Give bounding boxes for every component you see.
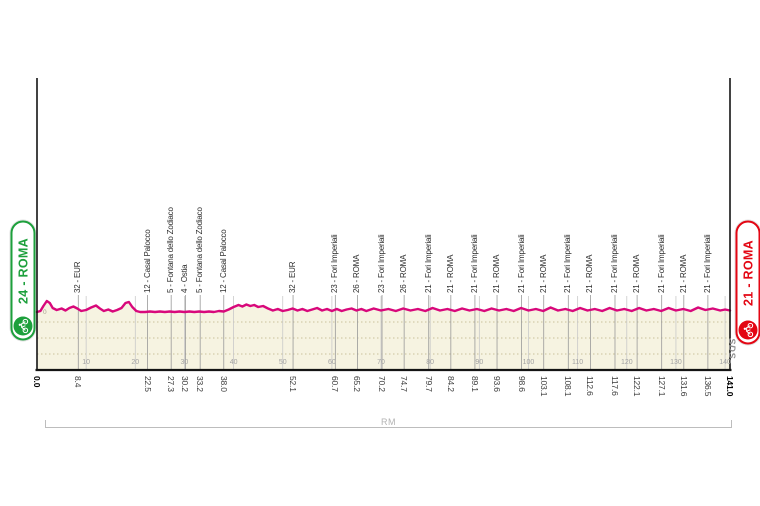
distance-label: 122.1 [632, 376, 643, 397]
waypoint-label: 4 - Ostia [180, 264, 190, 293]
waypoint-label: 21 - ROMA [538, 254, 548, 293]
distance-label: 30.2 [180, 376, 191, 392]
profile-fill [37, 301, 730, 370]
waypoint-label: 5 - Fontana dello Zodiaco [195, 207, 205, 293]
km-grid-number: 90 [475, 359, 484, 366]
waypoint-label: 21 - Fori Imperiali [423, 234, 433, 293]
distance-label: 8.4 [73, 376, 84, 388]
distance-label: 60.7 [330, 376, 341, 392]
waypoint-label: 26 - ROMA [399, 254, 409, 293]
waypoint-label: 21 - Fori Imperiali [609, 234, 619, 293]
waypoint-label: 21 - Fori Imperiali [469, 234, 479, 293]
distance-label: 27.3 [166, 376, 177, 392]
profile-line [35, 299, 732, 314]
distance-label: 33.2 [195, 376, 206, 392]
distance-label: 108.1 [563, 376, 574, 397]
km-grid-number: 130 [670, 359, 682, 366]
distance-label: 103.1 [538, 376, 549, 397]
waypoint-label: 23 - Fori Imperiali [330, 234, 340, 293]
km-grid-number: 120 [620, 359, 633, 366]
waypoint-label: 21 - ROMA [678, 254, 688, 293]
km-grid-number: 50 [278, 359, 287, 366]
distance-label: 84.2 [445, 376, 456, 392]
cyclist-icon [13, 316, 33, 336]
waypoint-label: 21 - Fori Imperiali [563, 234, 573, 293]
distance-label: 112.6 [585, 376, 596, 396]
km-grid-number: 100 [522, 359, 535, 366]
distance-label: 79.7 [423, 376, 434, 392]
distance-label: 89.1 [469, 376, 480, 392]
start-badge-label: 24 - ROMA [16, 238, 30, 304]
waypoint-label: 32 - EUR [288, 261, 298, 293]
start-badge: 24 - ROMA [10, 220, 36, 341]
waypoint-label: 21 - Fori Imperiali [516, 234, 526, 293]
distance-label: 52.1 [288, 376, 299, 392]
km-grid-number: 10 [82, 359, 91, 366]
distance-label: 22.5 [142, 376, 153, 392]
cyclist-icon [738, 320, 758, 340]
province-bracket: RM [45, 417, 732, 428]
finish-badge-label: 21 - ROMA [741, 240, 755, 306]
waypoint-label: 21 - Fori Imperiali [656, 234, 666, 293]
distance-label: 38.0 [218, 376, 229, 392]
distance-label: 141.0 [725, 376, 735, 397]
waypoint-label: 21 - ROMA [445, 254, 455, 293]
waypoint-label: 21 - ROMA [492, 254, 502, 293]
sds-logo: SDS [726, 338, 737, 360]
distance-label: 136.5 [702, 376, 713, 397]
km-grid-number: 60 [327, 359, 336, 366]
finish-badge: 21 - ROMA [735, 220, 760, 345]
distance-label: 98.6 [516, 376, 527, 392]
km-grid-number: 80 [426, 359, 435, 366]
km-grid-number: 30 [180, 359, 189, 366]
distance-label: 117.6 [609, 376, 620, 396]
waypoint-label: 12 - Casal Palocco [218, 229, 228, 293]
waypoint-label: 5 - Fontana dello Zodiaco [166, 207, 176, 293]
waypoint-label: 32 - EUR [73, 261, 83, 293]
waypoint-label: 23 - Fori Imperiali [377, 234, 387, 293]
km-grid-number: 70 [377, 359, 385, 366]
distance-label: 65.2 [352, 376, 363, 392]
province-bracket-label: RM [381, 417, 396, 427]
waypoint-label: 21 - ROMA [632, 254, 642, 293]
waypoint-label: 21 - Fori Imperiali [702, 234, 712, 293]
distance-label: 93.6 [492, 376, 503, 392]
km-grid-number: 20 [131, 359, 140, 366]
distance-label: 74.7 [399, 376, 410, 392]
distance-label: 127.1 [656, 376, 667, 397]
distance-label: 70.2 [377, 376, 388, 392]
waypoint-label: 26 - ROMA [352, 254, 362, 293]
km-grid-number: 40 [229, 359, 238, 366]
zero-elevation-label: 0 [43, 309, 47, 316]
km-grid-number: 140 [719, 359, 731, 366]
distance-label: 0.0 [32, 376, 42, 388]
waypoint-label: 21 - ROMA [585, 254, 595, 293]
distance-label: 131.6 [678, 376, 689, 397]
waypoint-label: 12 - Casal Palocco [142, 229, 152, 293]
km-grid-number: 110 [572, 359, 584, 366]
